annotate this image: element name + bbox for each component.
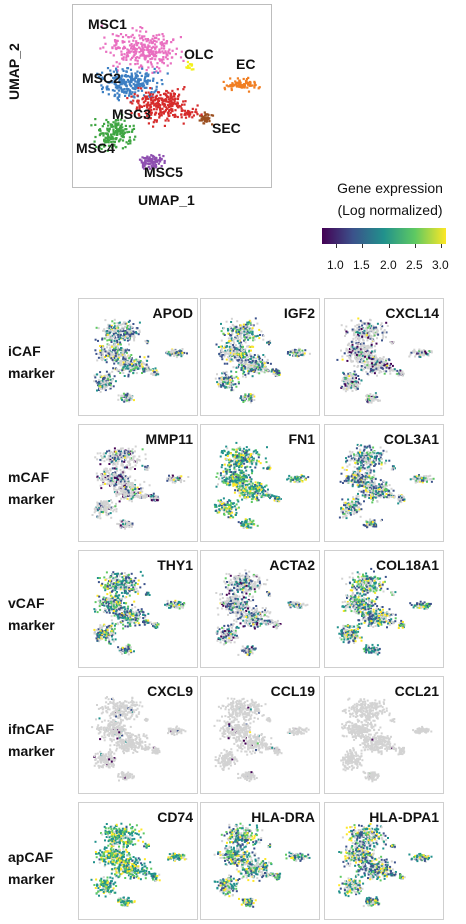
umap-ylabel: UMAP_2 xyxy=(6,43,22,100)
colorbar-tick-label: 2.0 xyxy=(380,258,397,272)
row-label-mcaf: mCAF marker xyxy=(8,466,55,510)
gene-name: COL18A1 xyxy=(375,557,439,573)
row-label-line2: marker xyxy=(8,617,55,633)
colorbar xyxy=(322,228,446,244)
feature-plot-scatter xyxy=(213,822,311,908)
feature-plot-scatter xyxy=(338,822,433,908)
feature-plot-scatter xyxy=(90,822,188,907)
row-label-line1: mCAF xyxy=(8,469,50,485)
row-label-ifncaf: ifnCAF marker xyxy=(8,718,55,762)
feature-plot-ccl21: CCL21 xyxy=(324,676,444,794)
gene-name: IGF2 xyxy=(283,305,315,321)
cluster-label-sec: SEC xyxy=(212,120,241,136)
colorbar-tickmark xyxy=(441,244,442,248)
colorbar-tick-label: 2.5 xyxy=(406,258,423,272)
feature-plot-col3a1: COL3A1 xyxy=(324,424,444,542)
gene-name: HLA-DRA xyxy=(251,809,315,825)
feature-plot-scatter xyxy=(336,567,432,656)
feature-plot-mmp11: MMP11 xyxy=(78,424,198,542)
cluster-label-msc1: MSC1 xyxy=(88,16,127,32)
cluster-label-msc4: MSC4 xyxy=(76,140,115,156)
row-label-line2: marker xyxy=(8,871,55,887)
colorbar-tickmark xyxy=(389,244,390,248)
row-label-vcaf: vCAF marker xyxy=(8,592,55,636)
feature-plot-scatter xyxy=(213,441,310,529)
feature-plot-cxcl14: CXCL14 xyxy=(324,298,444,416)
feature-plot-acta2: ACTA2 xyxy=(200,550,320,668)
gene-name: CXCL9 xyxy=(147,683,193,699)
cluster-label-msc5: MSC5 xyxy=(144,164,183,180)
row-label-line2: marker xyxy=(8,743,55,759)
feature-plot-scatter xyxy=(338,443,435,529)
feature-plot-thy1: THY1 xyxy=(78,550,198,668)
gene-name: THY1 xyxy=(157,557,193,573)
umap-cluster-plot xyxy=(72,4,272,188)
row-label-line2: marker xyxy=(8,491,55,507)
gene-name: CD74 xyxy=(157,809,193,825)
feature-plot-hla-dpa1: HLA-DPA1 xyxy=(324,802,444,920)
feature-plot-col18a1: COL18A1 xyxy=(324,550,444,668)
feature-plot-scatter xyxy=(213,697,310,783)
feature-plot-scatter xyxy=(91,696,187,782)
gene-name: FN1 xyxy=(288,431,315,447)
feature-plot-cd74: CD74 xyxy=(78,802,198,920)
colorbar-tickmark xyxy=(362,244,363,248)
feature-plot-scatter xyxy=(215,569,309,657)
cluster-label-olc: OLC xyxy=(184,46,214,62)
colorbar-tickmark xyxy=(415,244,416,248)
colorbar-tick-label: 3.0 xyxy=(432,258,449,272)
gene-name: HLA-DPA1 xyxy=(369,809,439,825)
gene-name: CXCL14 xyxy=(385,305,439,321)
legend-title-line2: (Log normalized) xyxy=(337,202,443,218)
row-label-apcaf: apCAF marker xyxy=(8,846,55,890)
gene-name: CCL21 xyxy=(394,683,439,699)
feature-plot-cxcl9: CXCL9 xyxy=(78,676,198,794)
colorbar-tick-label: 1.0 xyxy=(327,258,344,272)
gene-name: CCL19 xyxy=(270,683,315,699)
umap-xlabel: UMAP_1 xyxy=(138,192,195,208)
feature-plot-scatter xyxy=(93,318,188,403)
colorbar-tickmark xyxy=(336,244,337,248)
row-label-line1: iCAF xyxy=(8,343,41,359)
feature-plot-scatter xyxy=(336,317,433,404)
gene-name: APOD xyxy=(152,305,193,321)
gene-name: COL3A1 xyxy=(383,431,439,447)
colorbar-tick-label: 1.5 xyxy=(353,258,370,272)
feature-plot-scatter xyxy=(214,317,311,404)
gene-name: ACTA2 xyxy=(269,557,315,573)
feature-plot-ccl19: CCL19 xyxy=(200,676,320,794)
row-label-line1: ifnCAF xyxy=(8,721,54,737)
row-label-line1: apCAF xyxy=(8,849,54,865)
feature-plot-fn1: FN1 xyxy=(200,424,320,542)
legend-title-line1: Gene expression xyxy=(337,180,443,196)
row-label-icaf: iCAF marker xyxy=(8,340,55,384)
feature-plot-scatter xyxy=(340,697,433,783)
feature-plot-scatter xyxy=(91,445,190,530)
cluster-label-msc2: MSC2 xyxy=(82,70,121,86)
feature-plot-hla-dra: HLA-DRA xyxy=(200,802,320,920)
umap-cluster-scatter xyxy=(90,24,261,170)
feature-plot-scatter xyxy=(93,570,186,656)
row-label-line1: vCAF xyxy=(8,595,45,611)
cluster-label-ec: EC xyxy=(236,56,256,72)
feature-plot-igf2: IGF2 xyxy=(200,298,320,416)
feature-plot-apod: APOD xyxy=(78,298,198,416)
row-label-line2: marker xyxy=(8,365,55,381)
gene-name: MMP11 xyxy=(145,431,193,447)
cluster-label-msc3: MSC3 xyxy=(112,106,151,122)
